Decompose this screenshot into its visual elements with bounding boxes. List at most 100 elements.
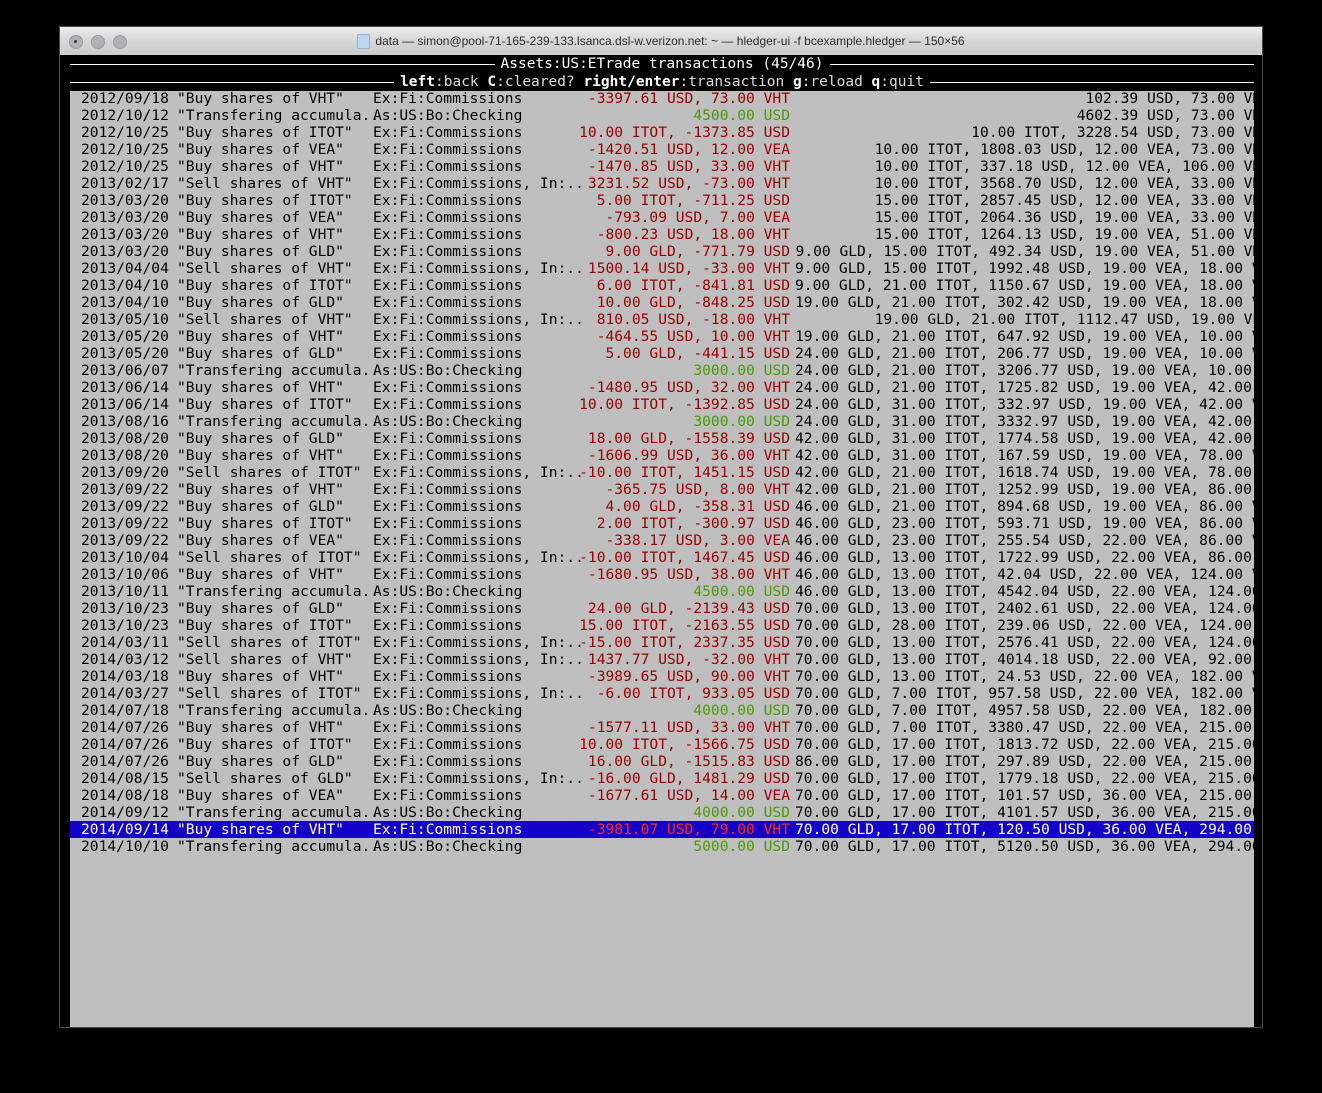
table-row[interactable]: 2014/03/12 "Sell shares of VHT" Ex:Fi:Comm… xyxy=(70,651,1254,668)
minimize-button[interactable] xyxy=(91,35,105,49)
table-row[interactable]: 2013/04/10 "Buy shares of ITOT" Ex:Fi:Comm… xyxy=(70,277,1254,294)
transaction-date: 2013/10/04 xyxy=(81,549,169,566)
table-row[interactable]: 2013/08/20 "Buy shares of VHT" Ex:Fi:Commi… xyxy=(70,447,1254,464)
transaction-balance: 70.00 GLD, 7.00 ITOT, 4957.58 USD, 22.00… xyxy=(795,702,1254,719)
table-row[interactable]: 2012/10/12 "Transfering accumula.. As:US:B… xyxy=(70,107,1254,124)
transaction-balance: 10.00 ITOT, 3568.70 USD, 12.00 VEA, 33.0… xyxy=(874,175,1254,192)
transaction-account: Ex:Fi:Commissions, In:.. xyxy=(373,634,584,651)
table-row[interactable]: 2014/03/11 "Sell shares of ITOT" Ex:Fi:Com… xyxy=(70,634,1254,651)
table-row[interactable]: 2013/05/10 "Sell shares of VHT" Ex:Fi:Comm… xyxy=(70,311,1254,328)
table-row[interactable]: 2013/05/20 "Buy shares of GLD" Ex:Fi:Commi… xyxy=(70,345,1254,362)
transaction-description: "Buy shares of ITOT" xyxy=(177,124,353,141)
table-row[interactable]: 2013/04/04 "Sell shares of VHT" Ex:Fi:Comm… xyxy=(70,260,1254,277)
table-row[interactable]: 2013/03/20 "Buy shares of GLD" Ex:Fi:Commi… xyxy=(70,243,1254,260)
transaction-change-amount: 4500.00 USD xyxy=(693,583,790,600)
transaction-change-amount: 3000.00 USD xyxy=(693,362,790,379)
window-titlebar[interactable]: data — simon@pool-71-165-239-133.lsanca.… xyxy=(60,27,1262,56)
table-row[interactable]: 2014/07/18 "Transfering accumula.. As:US:B… xyxy=(70,702,1254,719)
table-row[interactable]: 2014/07/26 "Buy shares of ITOT" Ex:Fi:Comm… xyxy=(70,736,1254,753)
table-row[interactable]: 2013/09/22 "Buy shares of ITOT" Ex:Fi:Comm… xyxy=(70,515,1254,532)
transaction-description: "Sell shares of VHT" xyxy=(177,651,353,668)
transaction-description: "Buy shares of VHT" xyxy=(177,226,344,243)
footer-key[interactable]: C xyxy=(487,74,497,90)
table-row[interactable]: 2012/10/25 "Buy shares of VEA" Ex:Fi:Commi… xyxy=(70,141,1254,158)
transaction-balance: 86.00 GLD, 17.00 ITOT, 297.89 USD, 22.00… xyxy=(795,753,1254,770)
table-row[interactable]: 2014/10/10 "Transfering accumula.. As:US:B… xyxy=(70,838,1254,855)
transaction-balance: 10.00 ITOT, 337.18 USD, 12.00 VEA, 106.0… xyxy=(874,158,1254,175)
transaction-account: Ex:Fi:Commissions, In:.. xyxy=(373,311,584,328)
table-row[interactable]: 2013/10/04 "Sell shares of ITOT" Ex:Fi:Com… xyxy=(70,549,1254,566)
table-row[interactable]: 2014/07/26 "Buy shares of VHT" Ex:Fi:Commi… xyxy=(70,719,1254,736)
table-row[interactable]: 2013/05/20 "Buy shares of VHT" Ex:Fi:Commi… xyxy=(70,328,1254,345)
transaction-change-amount: 3231.52 USD, -73.00 VHT xyxy=(587,175,790,192)
table-row[interactable]: 2012/10/25 "Buy shares of VHT" Ex:Fi:Commi… xyxy=(70,158,1254,175)
transaction-change-amount: 3000.00 USD xyxy=(693,413,790,430)
table-row[interactable]: 2014/09/14 "Buy shares of VHT" Ex:Fi:Commi… xyxy=(70,821,1254,838)
transaction-balance: 42.00 GLD, 31.00 ITOT, 1774.58 USD, 19.0… xyxy=(795,430,1254,447)
table-row[interactable]: 2014/07/26 "Buy shares of GLD" Ex:Fi:Commi… xyxy=(70,753,1254,770)
table-row[interactable]: 2014/03/27 "Sell shares of ITOT" Ex:Fi:Com… xyxy=(70,685,1254,702)
footer-key[interactable]: right/enter xyxy=(583,74,680,90)
table-row[interactable]: 2013/09/22 "Buy shares of VHT" Ex:Fi:Commi… xyxy=(70,481,1254,498)
transaction-balance: 42.00 GLD, 21.00 ITOT, 1252.99 USD, 19.0… xyxy=(795,481,1254,498)
table-row[interactable]: 2014/08/18 "Buy shares of VEA" Ex:Fi:Commi… xyxy=(70,787,1254,804)
table-row[interactable]: 2012/09/18 "Buy shares of VHT" Ex:Fi:Commi… xyxy=(70,90,1254,107)
transaction-change-amount: -6.00 ITOT, 933.05 USD xyxy=(596,685,790,702)
transaction-balance: 70.00 GLD, 7.00 ITOT, 957.58 USD, 22.00 … xyxy=(795,685,1254,702)
transaction-account: Ex:Fi:Commissions xyxy=(373,209,523,226)
table-row[interactable]: 2013/10/23 "Buy shares of ITOT" Ex:Fi:Comm… xyxy=(70,617,1254,634)
footer-key[interactable]: left xyxy=(400,74,435,90)
table-row[interactable]: 2014/03/18 "Buy shares of VHT" Ex:Fi:Commi… xyxy=(70,668,1254,685)
table-row[interactable]: 2013/02/17 "Sell shares of VHT" Ex:Fi:Comm… xyxy=(70,175,1254,192)
table-row[interactable]: 2013/09/20 "Sell shares of ITOT" Ex:Fi:Com… xyxy=(70,464,1254,481)
table-row[interactable]: 2013/09/22 "Buy shares of VEA" Ex:Fi:Commi… xyxy=(70,532,1254,549)
table-row[interactable]: 2013/10/06 "Buy shares of VHT" Ex:Fi:Commi… xyxy=(70,566,1254,583)
transaction-description: "Buy shares of GLD" xyxy=(177,430,344,447)
transaction-change-amount: -10.00 ITOT, 1451.15 USD xyxy=(579,464,790,481)
transaction-account: Ex:Fi:Commissions, In:.. xyxy=(373,651,584,668)
transaction-change-amount: 1500.14 USD, -33.00 VHT xyxy=(587,260,790,277)
transaction-date: 2013/03/20 xyxy=(81,226,169,243)
transaction-date: 2013/05/20 xyxy=(81,328,169,345)
table-row[interactable]: 2013/04/10 "Buy shares of GLD" Ex:Fi:Commi… xyxy=(70,294,1254,311)
table-row[interactable]: 2013/03/20 "Buy shares of ITOT" Ex:Fi:Comm… xyxy=(70,192,1254,209)
transaction-date: 2013/08/20 xyxy=(81,430,169,447)
transaction-account: Ex:Fi:Commissions xyxy=(373,90,523,107)
table-row[interactable]: 2013/10/23 "Buy shares of GLD" Ex:Fi:Commi… xyxy=(70,600,1254,617)
transaction-date: 2012/10/25 xyxy=(81,158,169,175)
table-row[interactable]: 2013/06/07 "Transfering accumula.. As:US:B… xyxy=(70,362,1254,379)
status-header-bar: Assets:US:ETrade transactions (45/46) xyxy=(70,55,1254,73)
transaction-balance: 70.00 GLD, 13.00 ITOT, 2576.41 USD, 22.0… xyxy=(795,634,1254,651)
table-row[interactable]: 2014/09/12 "Transfering accumula.. As:US:B… xyxy=(70,804,1254,821)
table-row[interactable]: 2013/08/16 "Transfering accumula.. As:US:B… xyxy=(70,413,1254,430)
transaction-date: 2013/10/06 xyxy=(81,566,169,583)
transaction-account: Ex:Fi:Commissions xyxy=(373,498,523,515)
table-row[interactable]: 2013/03/20 "Buy shares of VHT" Ex:Fi:Commi… xyxy=(70,226,1254,243)
transaction-date: 2013/03/20 xyxy=(81,209,169,226)
transaction-balance: 9.00 GLD, 15.00 ITOT, 1992.48 USD, 19.00… xyxy=(795,260,1254,277)
table-row[interactable]: 2014/08/15 "Sell shares of GLD" Ex:Fi:Comm… xyxy=(70,770,1254,787)
table-row[interactable]: 2013/03/20 "Buy shares of VEA" Ex:Fi:Commi… xyxy=(70,209,1254,226)
transaction-account: As:US:Bo:Checking xyxy=(373,107,523,124)
transaction-change-amount: -1420.51 USD, 12.00 VEA xyxy=(587,141,790,158)
close-button[interactable] xyxy=(69,35,83,49)
transaction-change-amount: 9.00 GLD, -771.79 USD xyxy=(605,243,790,260)
transaction-date: 2013/04/10 xyxy=(81,294,169,311)
table-row[interactable]: 2012/10/25 "Buy shares of ITOT" Ex:Fi:Comm… xyxy=(70,124,1254,141)
transactions-list[interactable]: 2012/08/17"Transfering accumula..As:US:B… xyxy=(70,73,1254,1009)
transaction-change-amount: 10.00 ITOT, -1392.85 USD xyxy=(579,396,790,413)
transaction-description: "Buy shares of ITOT" xyxy=(177,396,353,413)
transaction-balance: 70.00 GLD, 28.00 ITOT, 239.06 USD, 22.00… xyxy=(795,617,1254,634)
footer-key[interactable]: g xyxy=(792,74,802,90)
table-row[interactable]: 2013/06/14 "Buy shares of VHT" Ex:Fi:Commi… xyxy=(70,379,1254,396)
footer-key[interactable]: q xyxy=(871,74,881,90)
transaction-date: 2013/03/20 xyxy=(81,243,169,260)
zoom-button[interactable] xyxy=(113,35,127,49)
table-row[interactable]: 2013/08/20 "Buy shares of GLD" Ex:Fi:Commi… xyxy=(70,430,1254,447)
transaction-description: "Sell shares of ITOT" xyxy=(177,685,362,702)
table-row[interactable]: 2013/06/14 "Buy shares of ITOT" Ex:Fi:Comm… xyxy=(70,396,1254,413)
table-row[interactable]: 2013/09/22 "Buy shares of GLD" Ex:Fi:Commi… xyxy=(70,498,1254,515)
transaction-balance: 10.00 ITOT, 1808.03 USD, 12.00 VEA, 73.0… xyxy=(874,141,1254,158)
transaction-description: "Buy shares of GLD" xyxy=(177,345,344,362)
table-row[interactable]: 2013/10/11 "Transfering accumula.. As:US:B… xyxy=(70,583,1254,600)
